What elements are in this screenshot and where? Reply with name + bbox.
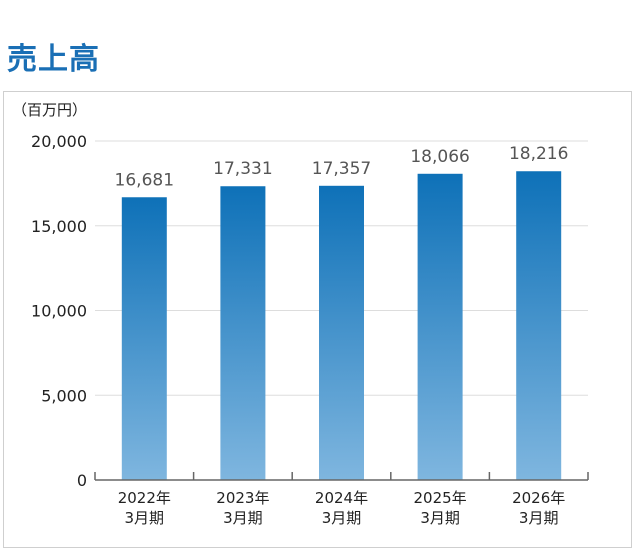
x-axis [94,472,589,481]
page-title: 売上高 [7,42,100,77]
chart-frame [3,91,632,548]
x-category-label: 3月期 [322,509,362,527]
bar [121,197,167,480]
y-tick-label: 20,000 [31,132,87,151]
data-label: 16,681 [115,170,174,190]
y-tick-label: 10,000 [31,302,87,321]
y-axis-ticks: 0 5,000 10,000 15,000 20,000 [31,132,87,490]
x-category-label: 2022年 [118,489,171,507]
x-category-label: 3月期 [125,509,165,527]
bar [220,186,266,480]
x-category-label: 3月期 [223,509,263,527]
x-category-label: 2023年 [216,489,269,507]
bars [121,171,562,481]
data-label: 17,357 [312,159,371,179]
bar [319,185,364,481]
y-tick-label: 15,000 [31,217,87,236]
x-category-label: 2024年 [315,489,368,507]
x-category-label: 2025年 [414,489,467,507]
data-label: 17,331 [213,159,272,179]
x-category-label: 3月期 [420,509,460,527]
data-label: 18,216 [509,144,568,164]
y-axis-unit-label: （百万円） [12,101,87,119]
y-tick-label: 5,000 [41,386,87,405]
y-tick-label: 0 [77,471,87,490]
labels: 16,681 2022年 3月期 17,331 2023年 3月期 17,357 2024年 3… [115,144,569,527]
bar [516,171,562,480]
bar [417,173,463,480]
x-category-label: 2026年 [512,489,565,507]
data-label: 18,066 [410,147,469,167]
x-category-label: 3月期 [519,509,559,527]
